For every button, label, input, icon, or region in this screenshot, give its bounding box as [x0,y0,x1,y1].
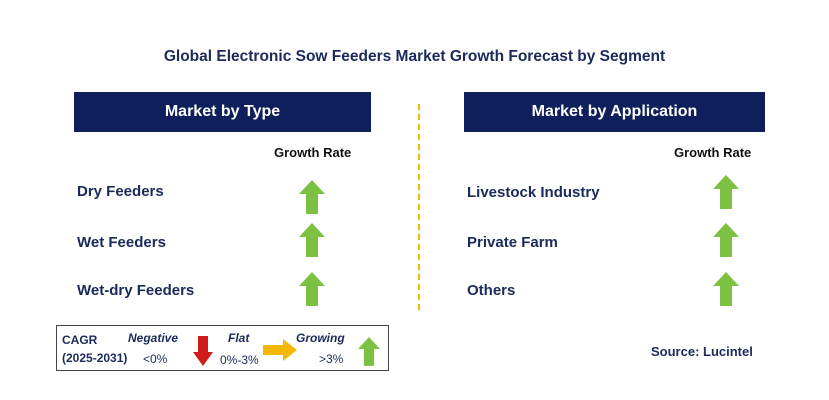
growing-arrow-icon [358,337,380,366]
legend-growing-range: >3% [319,352,344,366]
left-growth-rate-label: Growth Rate [274,145,352,160]
panel-divider [418,104,420,310]
right-growth-rate-label: Growth Rate [674,145,752,160]
legend-period: (2025-2031) [62,351,128,365]
legend-negative-range: <0% [143,352,168,366]
row-livestock-industry: Livestock Industry [467,184,600,201]
row-wet-feeders: Wet Feeders [77,234,166,251]
growing-arrow-icon [299,272,325,306]
growing-arrow-icon [713,272,739,306]
growing-arrow-icon [713,175,739,209]
growing-arrow-icon [713,223,739,257]
row-wet-dry-feeders: Wet-dry Feeders [77,282,195,299]
flat-arrow-icon [263,339,297,361]
source-label: Source: Lucintel [651,344,753,359]
growing-arrow-icon [299,223,325,257]
market-by-application-header: Market by Application [464,92,765,132]
market-by-type-header: Market by Type [74,92,371,132]
cagr-legend: CAGR (2025-2031) Negative <0% Flat 0%-3%… [56,325,389,371]
legend-negative-label: Negative [128,331,179,345]
legend-cagr-label: CAGR [62,333,98,347]
row-dry-feeders: Dry Feeders [77,183,164,200]
legend-flat-range: 0%-3% [220,353,259,367]
chart-title: Global Electronic Sow Feeders Market Gro… [163,48,666,65]
growing-arrow-icon [299,180,325,214]
negative-arrow-icon [193,336,213,366]
legend-growing-label: Growing [296,331,345,345]
legend-flat-label: Flat [228,331,250,345]
row-private-farm: Private Farm [467,234,558,251]
row-others: Others [467,282,516,299]
